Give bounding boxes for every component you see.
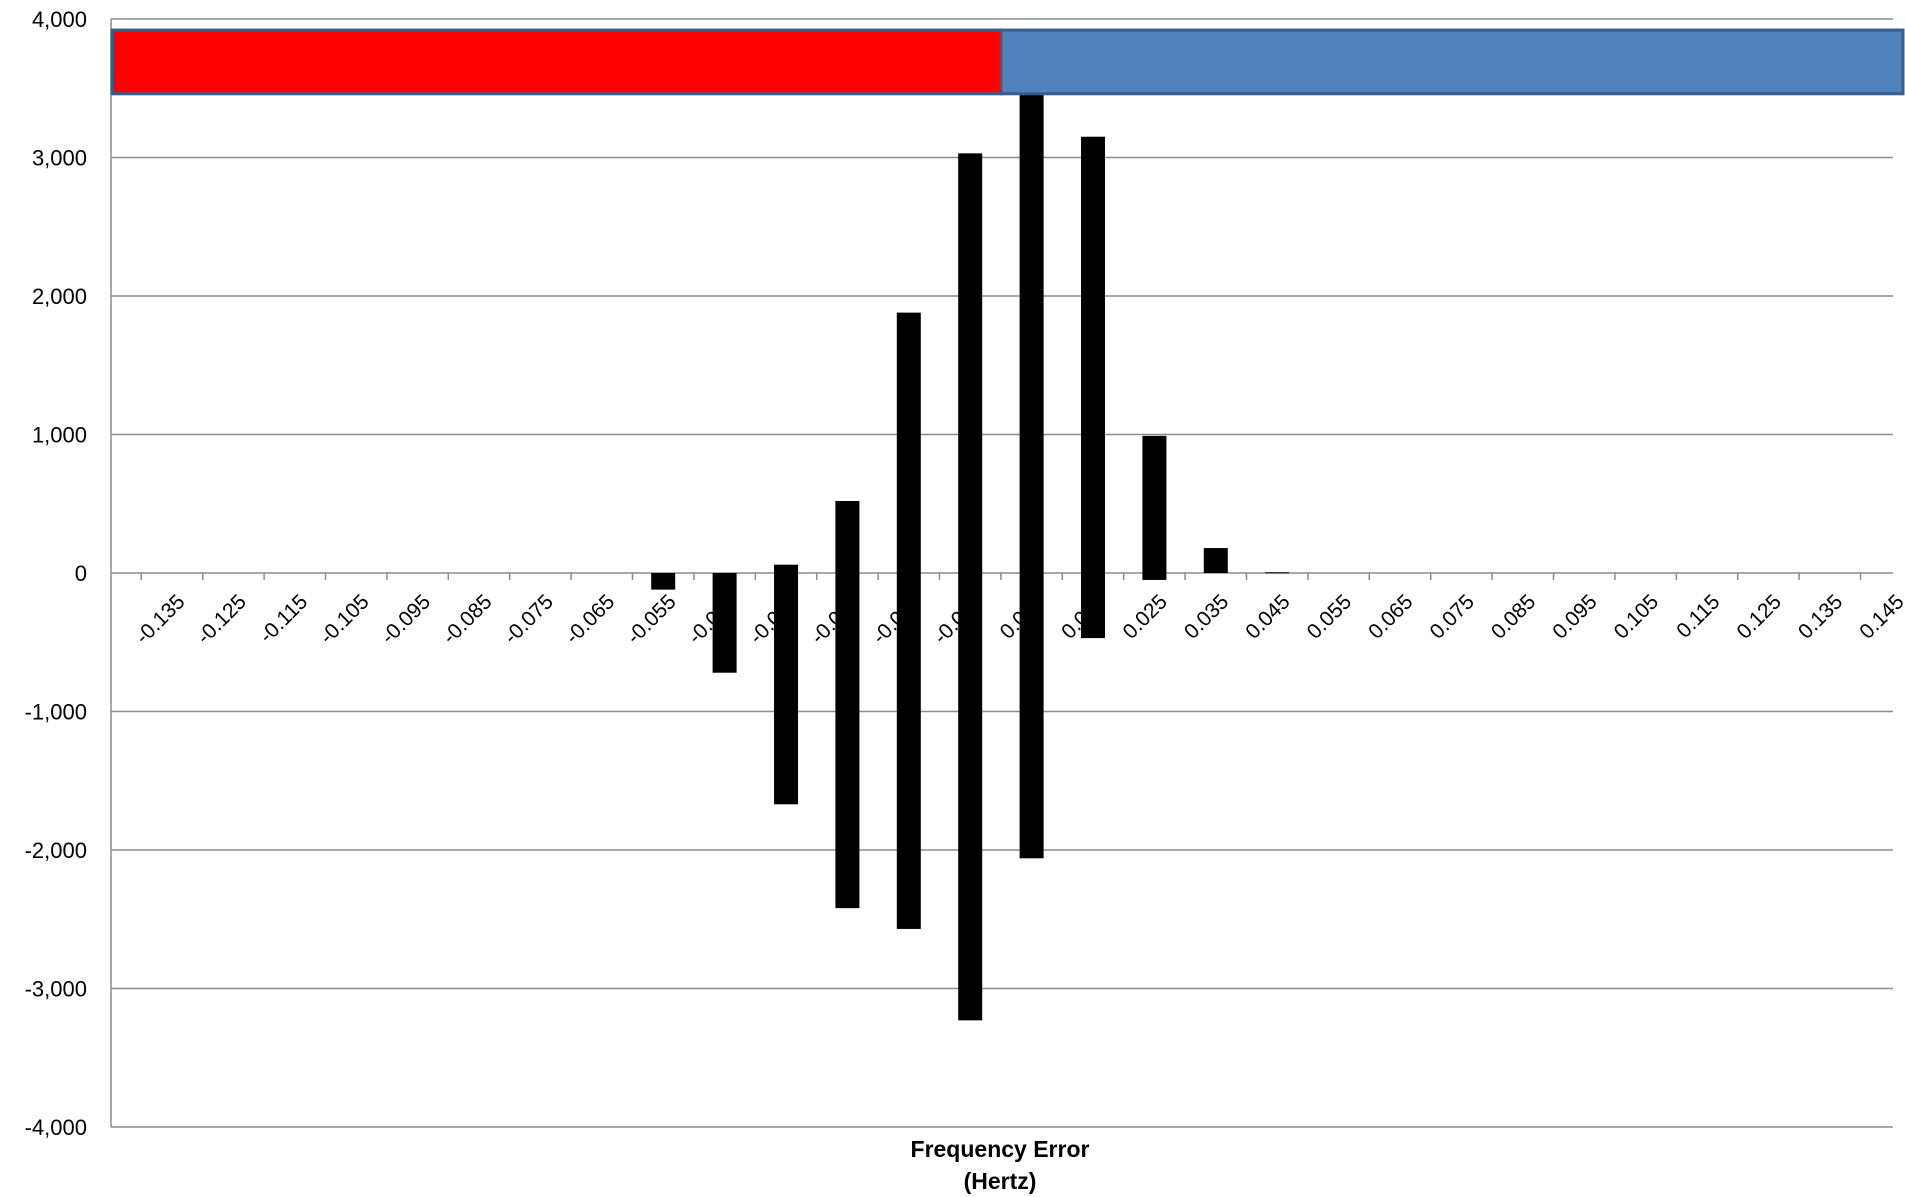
bar xyxy=(1142,435,1167,573)
y-tick-label: 0 xyxy=(75,561,87,586)
x-tick-label: 0.055 xyxy=(1303,590,1356,643)
x-tick-label: -0.135 xyxy=(131,590,189,648)
x-tick-label: 0.025 xyxy=(1119,590,1172,643)
bar xyxy=(896,312,921,573)
x-axis-title-line-1: Frequency Error xyxy=(911,1136,1090,1162)
x-tick-label: -0.075 xyxy=(500,590,558,648)
x-tick-label: 0.135 xyxy=(1794,590,1847,643)
bar xyxy=(835,573,860,909)
x-tick-label: -0.065 xyxy=(561,590,619,648)
bar xyxy=(774,573,798,805)
bar xyxy=(958,573,983,1021)
bar xyxy=(896,573,921,929)
x-tick-label: 0.145 xyxy=(1855,590,1905,643)
x-tick-label: 0.115 xyxy=(1672,590,1724,642)
x-tick-label: 0.125 xyxy=(1733,590,1786,643)
bar xyxy=(1019,573,1044,859)
y-tick-label: -1,000 xyxy=(25,700,87,725)
top-band xyxy=(110,28,1905,96)
x-tick-label: 0.105 xyxy=(1610,590,1663,643)
bar xyxy=(1265,572,1290,574)
bar xyxy=(651,573,676,590)
y-tick-label: 1,000 xyxy=(32,423,87,448)
y-tick-label: -3,000 xyxy=(25,977,87,1002)
x-tick-label: -0.125 xyxy=(193,590,251,648)
x-tick-label: 0.075 xyxy=(1426,590,1479,643)
x-tick-label: 0.095 xyxy=(1548,590,1601,643)
x-tick-label: 0.045 xyxy=(1241,590,1294,643)
bar xyxy=(1081,136,1105,573)
y-tick-label: -4,000 xyxy=(25,1115,87,1140)
x-tick-label: -0.055 xyxy=(622,590,680,648)
x-axis: -0.135 -0.125 -0.115 -0.105 -0.095 -0.085 -0.0… xyxy=(111,572,1905,649)
x-tick-label: 0.065 xyxy=(1364,590,1417,643)
x-tick-label: -0.085 xyxy=(438,590,496,648)
band-red-segment xyxy=(110,28,1003,96)
x-tick-label: -0.095 xyxy=(377,590,435,648)
bar xyxy=(712,573,737,673)
y-tick-label: 3,000 xyxy=(32,146,87,171)
bar xyxy=(1142,573,1167,580)
x-tick-label: 0.085 xyxy=(1487,590,1540,643)
gridlines xyxy=(111,18,1893,1128)
y-tick-label: 4,000 xyxy=(32,7,87,32)
bar xyxy=(835,500,860,573)
x-tick-label: -0.105 xyxy=(315,590,373,648)
bar xyxy=(1081,573,1105,639)
y-tick-label: -2,000 xyxy=(25,838,87,863)
x-axis-title-line-2: (Hertz) xyxy=(964,1168,1037,1194)
bar xyxy=(1203,548,1228,573)
y-tick-label: 2,000 xyxy=(32,284,87,309)
bar xyxy=(774,564,798,573)
bar xyxy=(958,153,983,573)
bar xyxy=(1019,91,1044,574)
band-blue-segment xyxy=(999,28,1905,96)
y-axis: 4,000 3,000 2,000 1,000 0 -1,000 -2,000 -3,000 -… xyxy=(25,7,112,1140)
x-tick-label: -0.115 xyxy=(255,590,312,647)
x-tick-label: 0.035 xyxy=(1180,590,1233,643)
bars xyxy=(651,91,1290,1021)
